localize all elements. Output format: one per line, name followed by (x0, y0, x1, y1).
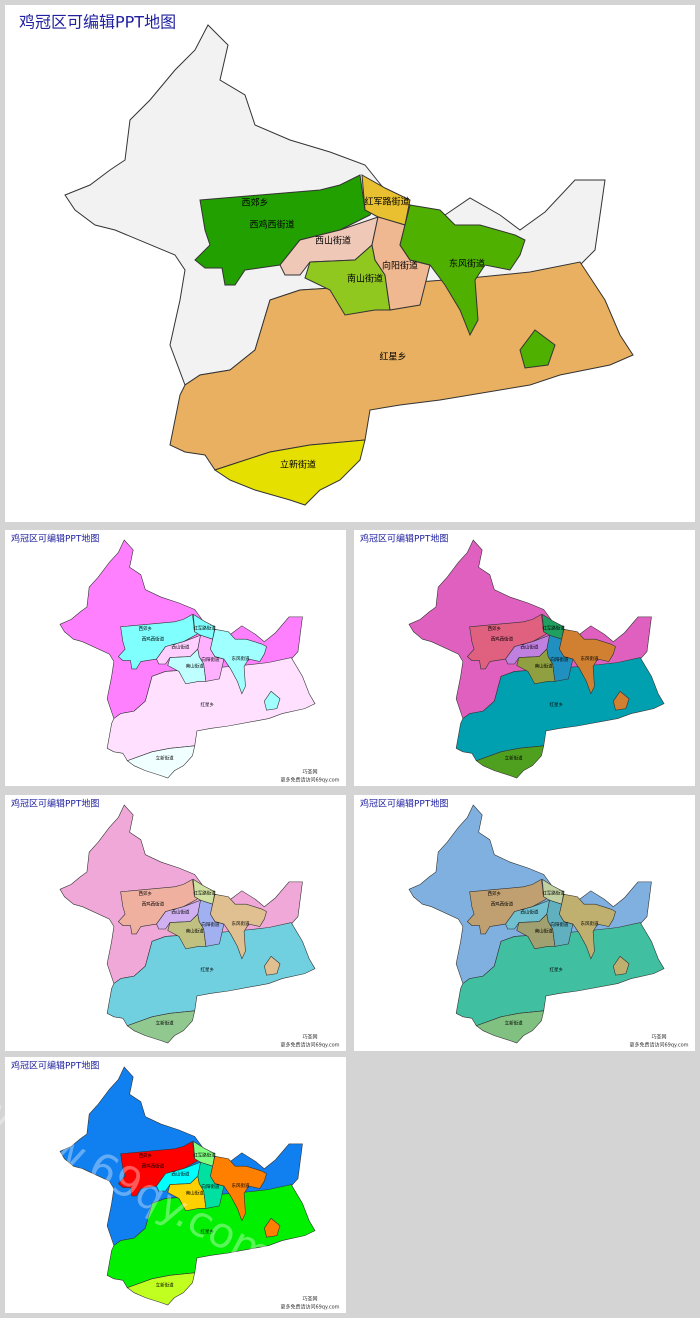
region-label: 西山街道 (520, 644, 538, 651)
region-label: 向阳街道 (382, 260, 418, 272)
region (559, 893, 616, 960)
region-exclave (263, 955, 281, 976)
region (126, 745, 196, 779)
footer-text: 巧圣网 (302, 1034, 317, 1041)
region-label: 立新街道 (505, 755, 523, 762)
region (559, 628, 616, 695)
region-label: 西鸡西街道 (142, 636, 165, 643)
region-exclave (519, 329, 556, 369)
region-label: 南山街道 (186, 927, 204, 934)
region-exclave (263, 1217, 281, 1238)
region (126, 1010, 196, 1044)
region-label: 红军路街道 (193, 889, 216, 896)
region-label: 东风街道 (580, 920, 598, 927)
region-label: 西鸡西街道 (491, 636, 514, 643)
region-label: 向阳街道 (201, 1183, 219, 1190)
footer-text: 更多免费请访问69qy.com (280, 1042, 339, 1049)
region-label: 红星乡 (550, 701, 564, 708)
region (399, 204, 526, 337)
footer-text: 更多免费请访问69qy.com (280, 777, 339, 784)
region-label: 立新街道 (505, 1020, 523, 1027)
panel-title: 鸡冠区可编辑PPT地图 (11, 798, 99, 810)
region-label: 向阳街道 (550, 656, 568, 663)
region-label: 红军路街道 (193, 624, 216, 631)
region-label: 西山街道 (171, 644, 189, 651)
region-label: 东风街道 (231, 920, 249, 927)
region-label: 西山街道 (520, 909, 538, 916)
region-label: 东风街道 (580, 655, 598, 662)
region-label: 西山街道 (315, 235, 351, 247)
region-label: 西鸡西街道 (142, 1163, 165, 1170)
region-label: 南山街道 (186, 662, 204, 669)
region-label: 红军路街道 (542, 889, 565, 896)
region-label: 立新街道 (156, 755, 174, 762)
region (475, 745, 545, 779)
region (126, 1272, 196, 1306)
region-label: 西郊乡 (139, 890, 153, 897)
region-label: 向阳街道 (201, 656, 219, 663)
region-label: 西山街道 (171, 1171, 189, 1178)
region-label: 向阳街道 (201, 921, 219, 928)
region-label: 南山街道 (535, 927, 553, 934)
region-label: 红军路街道 (193, 1151, 216, 1158)
region-label: 红军路街道 (542, 624, 565, 631)
region-label: 西郊乡 (241, 197, 268, 209)
region-label: 红军路街道 (364, 196, 409, 208)
region-label: 红星乡 (201, 966, 215, 973)
region (213, 439, 366, 506)
region-label: 向阳街道 (550, 921, 568, 928)
region-label: 西郊乡 (488, 625, 502, 632)
region-label: 南山街道 (535, 662, 553, 669)
region-label: 立新街道 (280, 459, 316, 471)
region-label: 立新街道 (156, 1020, 174, 1027)
region-label: 东风街道 (231, 655, 249, 662)
region-label: 西鸡西街道 (249, 219, 294, 231)
region-label: 红星乡 (550, 966, 564, 973)
panel-title: 鸡冠区可编辑PPT地图 (360, 533, 448, 545)
footer-text: 更多免费请访问69qy.com (629, 1042, 688, 1049)
region-label: 西山街道 (171, 909, 189, 916)
region-label: 西鸡西街道 (491, 901, 514, 908)
region-exclave (612, 690, 630, 711)
footer-text: 巧圣网 (651, 1034, 666, 1041)
region (210, 1155, 267, 1222)
region-label: 西郊乡 (139, 625, 153, 632)
region-label: 西郊乡 (139, 1152, 153, 1159)
region-label: 东风街道 (449, 258, 485, 270)
region-exclave (263, 690, 281, 711)
region-label: 南山街道 (186, 1189, 204, 1196)
footer-text: 巧圣网 (302, 1296, 317, 1303)
region (475, 1010, 545, 1044)
region-label: 立新街道 (156, 1282, 174, 1289)
region-label: 红星乡 (379, 351, 406, 363)
panel-title: 鸡冠区可编辑PPT地图 (360, 798, 448, 810)
region (210, 893, 267, 960)
panel-title: 鸡冠区可编辑PPT地图 (11, 1060, 99, 1072)
region-label: 红星乡 (201, 1228, 215, 1235)
panel-title: 鸡冠区可编辑PPT地图 (19, 13, 176, 32)
region-label: 南山街道 (347, 273, 383, 285)
region-exclave (612, 955, 630, 976)
region-label: 西郊乡 (488, 890, 502, 897)
footer-text: 巧圣网 (302, 769, 317, 776)
region-label: 红星乡 (201, 701, 215, 708)
region-label: 东风街道 (231, 1182, 249, 1189)
region (210, 628, 267, 695)
panel-title: 鸡冠区可编辑PPT地图 (11, 533, 99, 545)
region-label: 西鸡西街道 (142, 901, 165, 908)
footer-text: 更多免费请访问69qy.com (280, 1304, 339, 1311)
